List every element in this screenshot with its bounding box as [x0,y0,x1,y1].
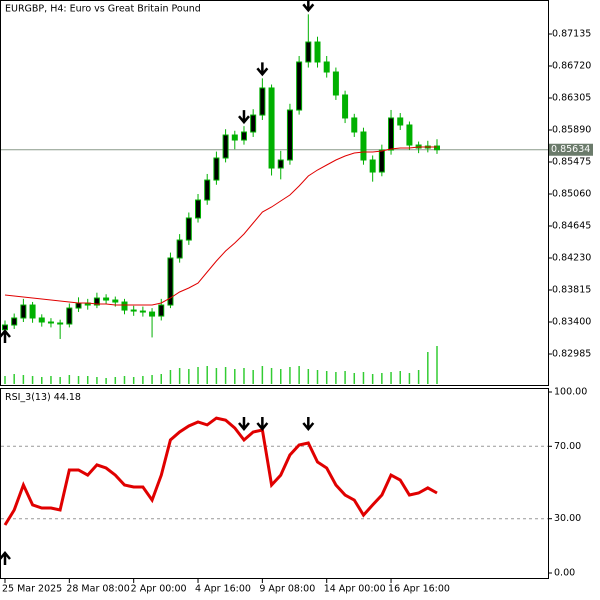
rsi-signal-arrow-down [302,417,315,431]
rsi-y-tick-label: 0.00 [554,568,575,579]
candle-body [332,71,339,96]
candle-body [185,217,192,241]
main-panel-frame [0,0,549,386]
candle-body [378,149,385,173]
candle-body [351,117,358,133]
current-price-label: 0.85634 [551,144,590,155]
candle-body [397,117,404,126]
moving-average [4,146,437,306]
y-tick-label: 0.86720 [552,61,591,72]
candle-body [360,131,367,161]
candle-body [11,317,18,326]
y-tick-label: 0.85475 [552,157,591,168]
candle-body [38,317,45,323]
x-tick-label: 28 Mar 08:00 [66,584,129,595]
candle-body [29,304,36,319]
candle-body [305,41,312,63]
y-tick-label: 0.84645 [552,221,591,232]
signal-arrow-down [302,0,315,13]
candle-body [314,41,321,63]
candle-body [139,310,146,313]
current-price-box [549,143,593,156]
candle-body [20,304,27,319]
candle-body [259,87,266,116]
candle-body [2,324,8,331]
x-tick-label: 25 Mar 2025 [2,584,62,595]
signal-arrow-down [238,110,250,125]
signal-arrow-up [0,329,11,343]
y-tick-label: 0.85890 [552,125,591,136]
x-tick-label: 14 Apr 00:00 [324,584,386,595]
candle-body [195,199,202,219]
candle-body [158,304,165,317]
candle-body [93,297,100,306]
candle-body [369,159,376,173]
rsi-signal-arrow-down [238,417,250,431]
candle-body [277,159,284,169]
candle-body [296,61,303,111]
candle-body [240,131,247,141]
candle-body [167,257,174,306]
rsi-name: RSI_3(13) [5,392,51,403]
signal-arrow-down [256,62,269,77]
rsi-label: RSI_3(13) 44.18 [5,392,81,403]
candle-body [176,239,183,259]
candle-body [112,299,119,303]
x-tick-label: 16 Apr 16:00 [388,584,450,595]
rsi-last-value: 44.18 [54,392,81,403]
x-tick-label: 9 Apr 08:00 [259,584,315,595]
candle-body [388,117,395,151]
candle-body [231,134,238,141]
y-tick-label: 0.84230 [552,253,591,264]
y-tick-label: 0.83815 [552,285,591,296]
candle-body [222,134,229,159]
candle-body [103,297,110,301]
y-tick-label: 0.82985 [552,349,591,360]
candle-body [342,94,349,119]
candle-body [130,309,137,312]
y-tick-label: 0.86305 [552,93,591,104]
rsi-signal-arrow-down [256,417,269,431]
rsi-panel-frame [0,388,549,579]
rsi-y-tick-label: 30.00 [554,513,581,524]
candle-body [149,311,156,317]
y-tick-label: 0.83400 [552,317,591,328]
y-tick-label: 0.87135 [552,29,591,40]
candle-body [47,321,54,324]
candle-body [213,157,220,181]
candle-body [75,302,82,309]
x-tick-label: 2 Apr 00:00 [131,584,187,595]
candle-body [57,322,64,325]
rsi-y-tick-label: 70.00 [554,441,581,452]
candle-body [250,114,257,133]
y-tick-label: 0.85060 [552,189,591,200]
rsi-line [3,416,438,526]
candle-body [434,145,440,151]
candle-body [121,301,128,311]
rsi-signal-arrow-up [0,551,11,565]
candle-body [286,109,293,161]
candle-body [204,179,211,201]
candle-body [406,124,413,146]
x-tick-label: 4 Apr 16:00 [195,584,251,595]
candle-body [323,61,330,73]
chart-title: EURGBP, H4: Euro vs Great Britain Pound [5,4,201,15]
candle-body [268,87,275,169]
candle-body [66,307,73,325]
rsi-y-tick-label: 100.00 [554,387,587,398]
